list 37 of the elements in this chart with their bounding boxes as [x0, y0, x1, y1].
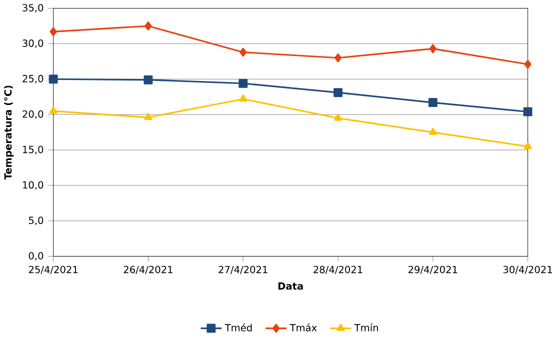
x-tick-label: 29/4/2021 — [408, 266, 458, 274]
y-tick-label: 10,0 — [23, 181, 44, 190]
point — [429, 44, 436, 54]
point — [523, 107, 532, 116]
point — [239, 94, 248, 102]
point — [524, 60, 532, 69]
point — [334, 88, 342, 98]
point — [334, 114, 342, 121]
x-axis-title: Data — [278, 282, 303, 290]
point — [428, 128, 437, 135]
y-tick-label: 15,0 — [23, 146, 44, 154]
x-tick-label: 26/4/2021 — [124, 266, 172, 274]
point — [144, 75, 153, 84]
point — [334, 53, 342, 62]
point — [50, 27, 57, 36]
y-tick-label: 35,0 — [22, 4, 44, 12]
y-tick-label: 5,0 — [28, 216, 44, 226]
y-axis-title: Temperatura (°C) — [4, 86, 14, 180]
point — [524, 142, 532, 150]
x-tick-label: 25/4/2021 — [28, 266, 78, 274]
x-tick-label: 30/4/2021 — [503, 266, 552, 274]
y-tick-label: 20,0 — [22, 110, 44, 119]
point — [428, 98, 438, 107]
x-tick-label: 27/4/2021 — [218, 266, 268, 274]
point — [144, 112, 152, 120]
point — [48, 74, 58, 84]
point — [238, 78, 248, 88]
point — [49, 106, 58, 114]
x-tick-label: 28/4/2021 — [314, 266, 362, 274]
y-tick-label: 30,0 — [22, 39, 44, 48]
legend-label: Tmáx — [290, 323, 317, 332]
legend-label: Tmín — [354, 323, 378, 332]
y-tick-label: 0,0 — [28, 252, 44, 260]
y-tick-label: 25,0 — [22, 74, 44, 84]
point — [144, 22, 152, 30]
legend-label: Tméd — [224, 323, 252, 332]
point — [240, 48, 247, 57]
